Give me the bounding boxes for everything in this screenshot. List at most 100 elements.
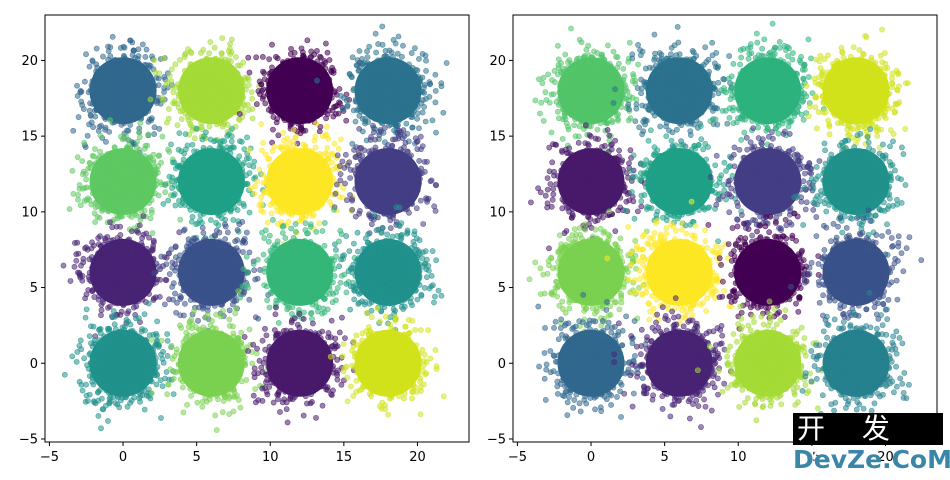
data-point	[115, 162, 122, 169]
data-point	[127, 37, 133, 44]
data-point	[329, 107, 336, 114]
data-point	[379, 167, 386, 173]
data-point	[117, 189, 124, 196]
data-point	[216, 161, 223, 167]
data-point	[207, 167, 214, 174]
data-point	[67, 278, 74, 284]
data-point	[180, 227, 187, 234]
data-point	[279, 146, 285, 153]
data-point	[193, 221, 199, 228]
data-point	[385, 202, 392, 208]
data-point	[392, 101, 399, 107]
data-point	[156, 263, 162, 270]
data-point	[222, 92, 229, 99]
data-point	[141, 66, 148, 73]
data-point	[142, 175, 149, 182]
data-point	[151, 131, 158, 137]
data-point	[107, 117, 113, 124]
data-point	[156, 152, 163, 159]
data-point	[395, 33, 402, 40]
data-point	[134, 181, 141, 187]
data-point	[106, 286, 112, 292]
data-point	[121, 58, 128, 65]
data-point	[268, 169, 275, 176]
data-point	[103, 292, 110, 299]
data-point	[128, 251, 135, 258]
data-point	[226, 307, 233, 314]
data-point	[382, 77, 389, 84]
data-point	[99, 260, 106, 267]
data-point	[254, 178, 261, 185]
data-point	[139, 235, 145, 241]
data-point	[219, 35, 226, 42]
data-point	[248, 89, 255, 95]
data-point	[262, 100, 269, 107]
data-point	[292, 165, 298, 172]
data-point	[285, 158, 292, 165]
data-point	[92, 169, 98, 176]
data-point	[164, 119, 170, 126]
data-point	[388, 176, 395, 183]
data-point	[365, 93, 371, 100]
data-point	[278, 66, 284, 73]
data-point	[115, 95, 121, 102]
data-point	[104, 233, 111, 240]
data-point	[404, 94, 411, 100]
data-point	[74, 154, 81, 161]
data-point	[330, 70, 337, 76]
data-point	[271, 143, 278, 150]
data-point	[105, 78, 111, 85]
data-point	[144, 81, 150, 88]
data-point	[399, 148, 406, 155]
data-point	[204, 174, 211, 181]
data-point	[387, 225, 394, 232]
data-point	[408, 189, 415, 196]
data-point	[337, 171, 344, 177]
data-point	[329, 64, 336, 71]
data-point	[374, 114, 381, 121]
data-point	[164, 78, 171, 85]
data-point	[118, 121, 125, 128]
data-point	[375, 75, 381, 82]
data-point	[350, 87, 357, 94]
scatter-points	[60, 23, 450, 433]
data-point	[224, 204, 231, 211]
data-point	[165, 197, 172, 204]
data-point	[110, 186, 116, 193]
data-point	[394, 106, 401, 113]
data-point	[87, 184, 94, 191]
data-point	[136, 129, 143, 136]
data-point	[417, 133, 424, 140]
data-point	[83, 196, 90, 203]
data-point	[176, 57, 183, 63]
data-point	[236, 111, 243, 117]
data-point	[118, 308, 125, 315]
data-point	[268, 210, 275, 217]
data-point	[75, 269, 81, 276]
data-point	[150, 239, 157, 246]
data-point	[390, 86, 397, 93]
data-point	[96, 154, 103, 160]
data-point	[410, 73, 417, 80]
data-point	[120, 43, 127, 50]
data-point	[395, 118, 402, 124]
data-point	[124, 101, 131, 108]
data-point	[432, 71, 439, 78]
data-point	[245, 54, 252, 61]
data-point	[274, 86, 281, 93]
data-point	[336, 86, 343, 92]
data-point	[141, 267, 148, 274]
data-point	[256, 166, 263, 173]
data-point	[317, 94, 323, 101]
data-point	[281, 117, 288, 124]
data-point	[228, 87, 235, 94]
data-point	[119, 248, 126, 255]
data-point	[100, 190, 107, 197]
data-point	[174, 100, 181, 107]
data-point	[79, 277, 86, 284]
data-point	[94, 64, 101, 71]
data-point	[320, 70, 327, 77]
data-point	[303, 114, 310, 121]
data-point	[70, 190, 77, 197]
data-point	[97, 174, 104, 180]
